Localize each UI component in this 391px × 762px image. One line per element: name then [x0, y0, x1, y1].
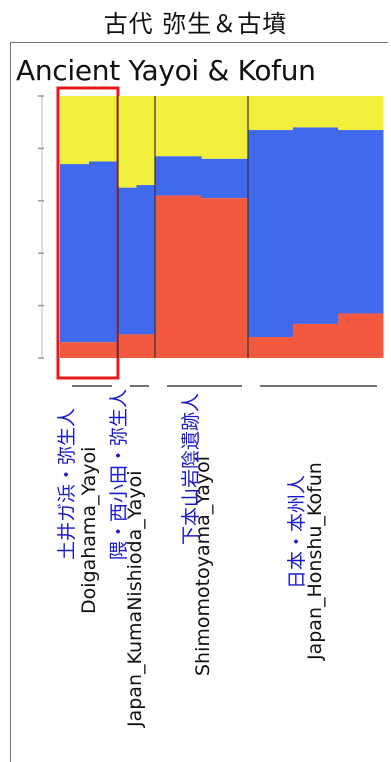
bar-segment-blue [60, 164, 90, 343]
stacked-bar-chart [38, 86, 384, 387]
bar-segment-red [136, 334, 156, 358]
chart-title: Ancient Yayoi & Kofun [16, 54, 316, 87]
bar-segment-red [60, 342, 90, 358]
bar-segment-red [89, 342, 119, 358]
bar-segment-blue [201, 158, 249, 199]
bar-segment-red [338, 313, 384, 358]
bar-segment-yellow [201, 96, 249, 159]
bar-segment-yellow [338, 96, 384, 131]
group-label-jp: 日本・本州人 [286, 474, 308, 589]
bar-segment-yellow [155, 96, 202, 157]
bar-segment-blue [118, 187, 137, 335]
bar-segment-yellow [118, 96, 137, 188]
bar-segment-red [118, 334, 137, 358]
bar-segment-red [293, 323, 339, 358]
bar-segment-blue [155, 156, 202, 196]
bar-segment-yellow [136, 96, 156, 186]
bar-segment-blue [338, 130, 384, 314]
bar-segment-blue [293, 127, 339, 324]
bar-segment-red [201, 198, 249, 358]
page-title: 古代 弥生＆古墳 [103, 10, 288, 38]
group-label-jp: 下本山岩陰遺跡人 [180, 392, 202, 545]
group-label-jp: 土井ガ浜・弥生人 [56, 407, 78, 560]
group-label-jp: 隈・西小田・弥生人 [108, 388, 130, 560]
bar-segment-blue [89, 161, 119, 343]
bar-segment-yellow [293, 96, 339, 128]
bar-segment-yellow [248, 96, 294, 131]
bar-segment-red [155, 195, 202, 358]
bar-segment-yellow [60, 96, 90, 165]
bar-segment-blue [248, 130, 294, 338]
bar-segment-blue [136, 185, 156, 335]
chart-frame [10, 42, 388, 762]
bar-segment-yellow [89, 96, 119, 162]
group-label: Doigahama_Yayoi [78, 446, 100, 614]
bar-segment-red [248, 337, 294, 358]
